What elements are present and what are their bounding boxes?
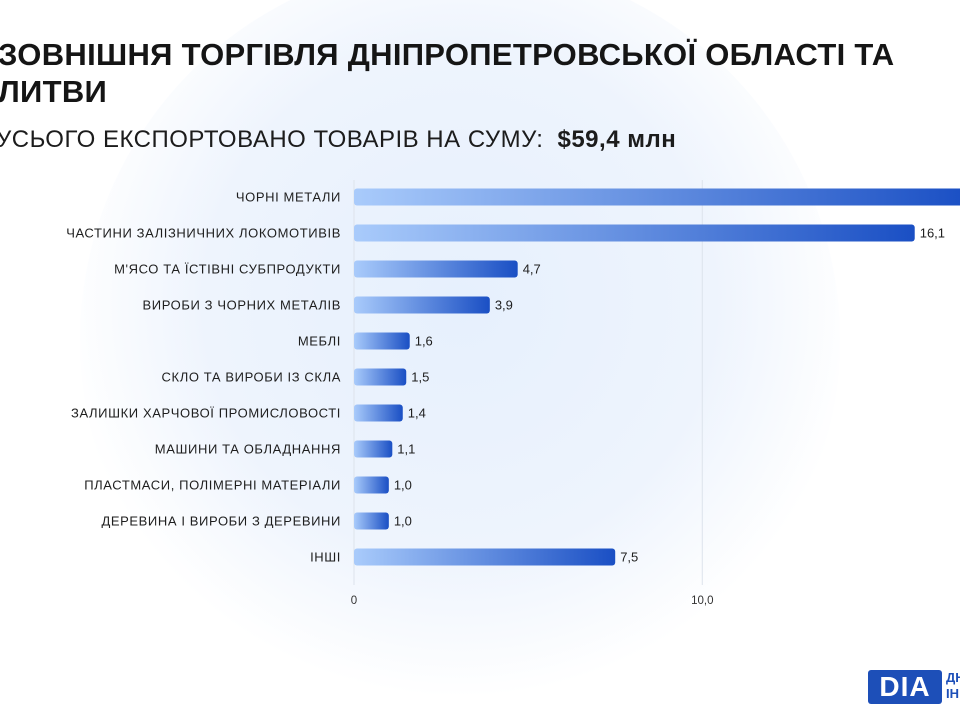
value-label: 1,6 (415, 334, 433, 349)
value-label: 1,4 (408, 406, 426, 421)
bar (354, 440, 393, 458)
value-label: 1,0 (394, 514, 412, 529)
bar (354, 296, 490, 314)
category-label: ІНШІ (310, 550, 341, 565)
category-label: ПЛАСТМАСИ, ПОЛІМЕРНІ МАТЕРІАЛИ (84, 478, 341, 493)
category-label: МЕБЛІ (298, 334, 341, 349)
dia-logo-text: ДН ІН (946, 670, 960, 701)
bar (354, 260, 518, 278)
category-label: СКЛО ТА ВИРОБИ ІЗ СКЛА (162, 370, 341, 385)
bar (354, 332, 410, 350)
category-label: М'ЯСО ТА ЇСТІВНІ СУБПРОДУКТИ (114, 262, 341, 277)
category-label: МАШИНИ ТА ОБЛАДНАННЯ (155, 442, 341, 457)
value-label: 1,5 (411, 370, 429, 385)
bar (354, 476, 389, 494)
bar (354, 512, 389, 530)
value-label: 16,1 (920, 226, 945, 241)
bar (354, 188, 960, 206)
value-label: 1,0 (394, 478, 412, 493)
export-summary: УСЬОГО ЕКСПОРТОВАНО ТОВАРІВ НА СУМУ: $59,… (0, 126, 676, 154)
bar (354, 368, 407, 386)
value-label: 1,1 (397, 442, 415, 457)
x-tick-label: 10,0 (691, 595, 713, 607)
value-label: 7,5 (620, 550, 638, 565)
value-label: 3,9 (495, 298, 513, 313)
value-label: 4,7 (523, 262, 541, 277)
category-label: ЧОРНІ МЕТАЛИ (236, 190, 341, 205)
bar (354, 548, 616, 566)
background-glow (80, 0, 840, 720)
x-tick-label: 0 (351, 595, 357, 607)
category-label: ЗАЛИШКИ ХАРЧОВОЇ ПРОМИСЛОВОСТІ (71, 406, 341, 421)
category-label: ЧАСТИНИ ЗАЛІЗНИЧНИХ ЛОКОМОТИВІВ (66, 226, 341, 241)
page-title: ЗОВНІШНЯ ТОРГІВЛЯ ДНІПРОПЕТРОВСЬКОЇ ОБЛА… (0, 37, 895, 109)
dia-logo-mark: DIA (868, 670, 942, 704)
category-label: ДЕРЕВИНА І ВИРОБИ З ДЕРЕВИНИ (101, 514, 341, 529)
bar (354, 404, 403, 422)
export-summary-label: УСЬОГО ЕКСПОРТОВАНО ТОВАРІВ НА СУМУ: (0, 126, 544, 153)
category-label: ВИРОБИ З ЧОРНИХ МЕТАЛІВ (142, 298, 341, 313)
bar (354, 224, 915, 242)
export-total-amount: $59,4 млн (557, 126, 677, 153)
dia-logo: DIA ДН ІН (868, 668, 960, 706)
